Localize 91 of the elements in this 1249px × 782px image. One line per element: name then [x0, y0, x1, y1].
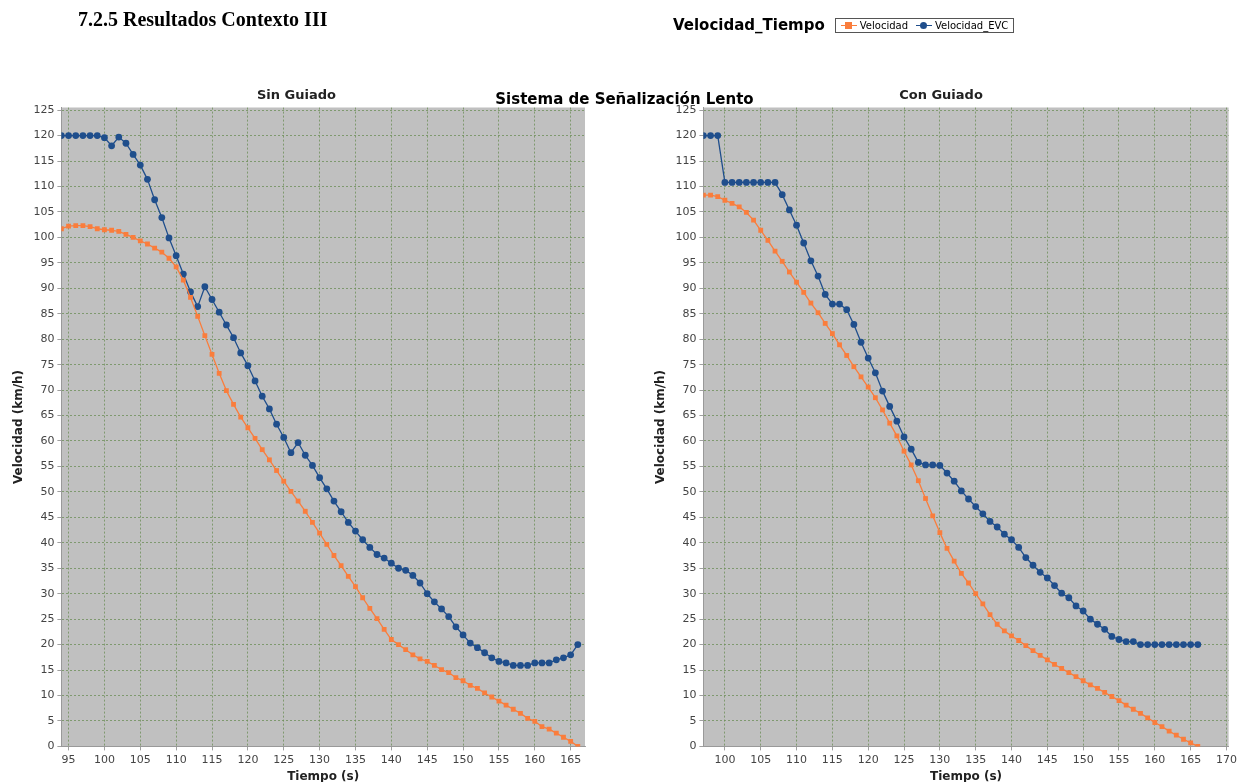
- y-tick-label: 120: [33, 128, 55, 142]
- y-tick-label: 110: [33, 179, 55, 193]
- y-tick-label: 80: [682, 332, 697, 346]
- y-tick-label: 45: [682, 510, 697, 524]
- y-axis-title: Velocidad (km/h): [653, 369, 668, 485]
- y-tick-label: 15: [40, 662, 55, 676]
- y-tick-label: 55: [40, 459, 55, 473]
- y-tick-label: 50: [40, 484, 55, 498]
- chart-title: Sin Guiado: [257, 87, 337, 103]
- x-tick-label: 130: [929, 752, 951, 766]
- x-tick-label: 100: [93, 752, 115, 766]
- y-tick-label: 10: [682, 688, 697, 702]
- chart-title: Con Guiado: [899, 87, 983, 103]
- y-tick-label: 65: [682, 408, 697, 422]
- y-tick-label: 60: [40, 433, 55, 447]
- y-tick-label: 100: [33, 230, 55, 244]
- y-tick-label: 50: [682, 484, 697, 498]
- y-tick-label: 75: [40, 357, 55, 371]
- y-tick-label: 60: [682, 433, 697, 447]
- legend-title: Velocidad_Tiempo: [673, 16, 825, 34]
- x-tick-label: 110: [165, 752, 187, 766]
- x-tick-label: 145: [416, 752, 438, 766]
- x-tick-label: 105: [750, 752, 772, 766]
- legend-label: Velocidad: [859, 19, 908, 31]
- y-tick-label: 80: [40, 332, 55, 346]
- legend-label: Velocidad_EVC: [934, 19, 1009, 31]
- x-tick-label: 135: [344, 752, 366, 766]
- y-tick-label: 75: [682, 357, 697, 371]
- y-axis-title: Velocidad (km/h): [11, 369, 26, 485]
- x-tick-label: 115: [821, 752, 843, 766]
- x-tick-label: 155: [1108, 752, 1130, 766]
- text: 7.2.5 Resultados Contexto III: [78, 8, 328, 31]
- x-tick-label: 165: [1180, 752, 1202, 766]
- y-tick-label: 10: [40, 688, 55, 702]
- x-tick-label: 160: [1144, 752, 1166, 766]
- x-tick-label: 135: [965, 752, 987, 766]
- y-tick-label: 0: [47, 739, 55, 753]
- x-tick-label: 170: [1215, 752, 1237, 766]
- x-tick-label: 115: [201, 752, 223, 766]
- y-tick-label: 25: [682, 612, 697, 626]
- y-tick-label: 120: [675, 128, 697, 142]
- y-tick-label: 115: [675, 153, 697, 167]
- x-tick-label: 125: [893, 752, 915, 766]
- y-tick-label: 70: [40, 382, 55, 396]
- y-tick-label: 95: [40, 255, 55, 269]
- y-tick-label: 95: [682, 255, 697, 269]
- x-tick-label: 140: [380, 752, 402, 766]
- y-tick-label: 105: [675, 204, 697, 218]
- y-tick-label: 85: [682, 306, 697, 320]
- y-tick-label: 35: [682, 561, 697, 575]
- x-tick-label: 145: [1036, 752, 1058, 766]
- x-tick-label: 105: [129, 752, 151, 766]
- x-tick-label: 100: [714, 752, 736, 766]
- x-tick-label: 160: [524, 752, 546, 766]
- y-tick-label: 90: [40, 281, 55, 295]
- y-tick-label: 30: [682, 586, 697, 600]
- y-tick-label: 0: [689, 739, 697, 753]
- y-tick-label: 90: [682, 281, 697, 295]
- y-tick-label: 5: [689, 713, 697, 727]
- x-tick-label: 150: [452, 752, 474, 766]
- x-tick-label: 155: [488, 752, 510, 766]
- y-tick-label: 40: [40, 535, 55, 549]
- y-tick-label: 105: [33, 204, 55, 218]
- y-tick-label: 45: [40, 510, 55, 524]
- y-tick-label: 125: [33, 103, 55, 116]
- y-tick-label: 55: [682, 459, 697, 473]
- y-tick-label: 25: [40, 612, 55, 626]
- x-tick-label: 165: [560, 752, 582, 766]
- y-tick-label: 115: [33, 153, 55, 167]
- y-tick-label: 15: [682, 662, 697, 676]
- y-tick-label: 20: [682, 637, 697, 651]
- y-tick-label: 85: [40, 306, 55, 320]
- y-tick-label: 35: [40, 561, 55, 575]
- x-axis-title: Tiempo (s): [287, 768, 360, 782]
- x-tick-label: 140: [1001, 752, 1023, 766]
- x-axis-title: Tiempo (s): [929, 768, 1003, 782]
- x-tick-label: 120: [237, 752, 259, 766]
- y-tick-label: 5: [47, 713, 55, 727]
- x-tick-label: 125: [273, 752, 295, 766]
- y-tick-label: 100: [675, 230, 697, 244]
- y-tick-label: 30: [40, 586, 55, 600]
- x-tick-label: 110: [786, 752, 808, 766]
- y-tick-label: 65: [40, 408, 55, 422]
- y-tick-label: 40: [682, 535, 697, 549]
- x-tick-label: 130: [309, 752, 331, 766]
- x-tick-label: 120: [857, 752, 879, 766]
- x-tick-label: 95: [61, 752, 76, 766]
- y-tick-label: 70: [682, 382, 697, 396]
- y-tick-label: 20: [40, 637, 55, 651]
- y-tick-label: 110: [675, 179, 697, 193]
- x-tick-label: 150: [1072, 752, 1094, 766]
